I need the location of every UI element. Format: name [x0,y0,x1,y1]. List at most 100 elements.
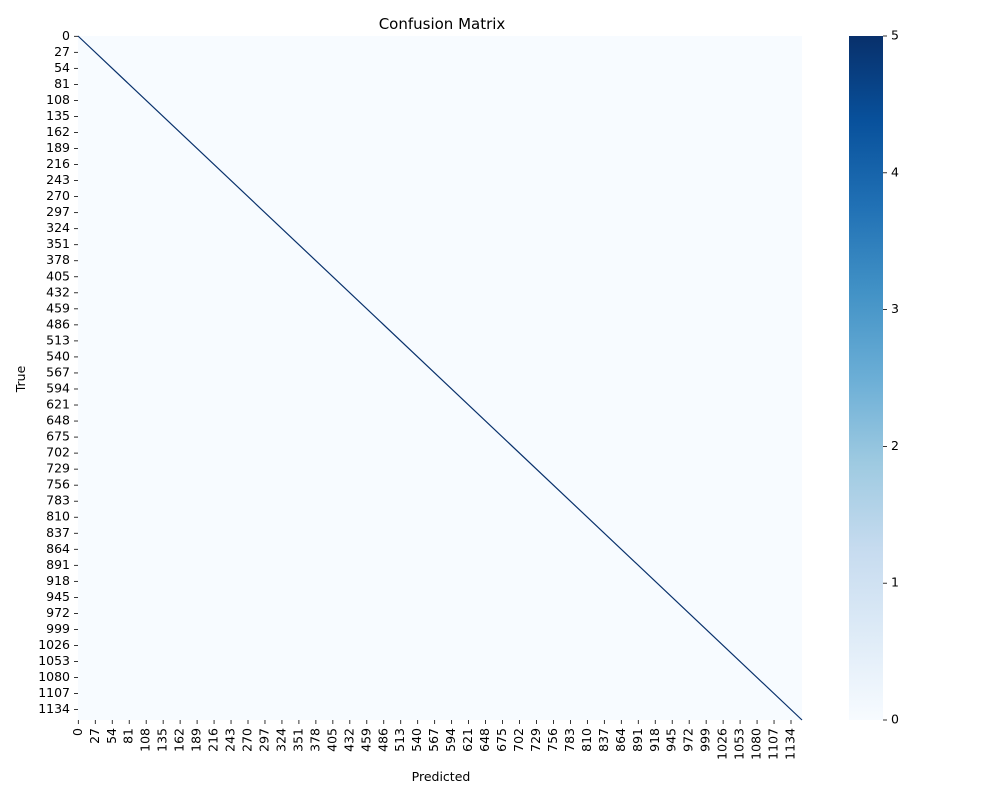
x-tick-label: 297 [256,728,271,752]
y-tick-label: 135 [46,108,70,123]
x-tick-label: 783 [562,728,577,752]
y-tick-label: 864 [46,541,70,556]
colorbar-tick-label: 3 [891,301,899,316]
colorbar-tick-label: 1 [891,575,899,590]
y-tick-label: 648 [46,413,70,428]
y-tick-label: 918 [46,573,70,588]
y-tick-label: 1134 [38,701,70,716]
x-tick-label: 162 [172,728,187,752]
y-tick-label: 486 [46,316,70,331]
colorbar-tick-label: 4 [891,164,899,179]
x-tick-label: 459 [358,728,373,752]
y-tick-label: 675 [46,429,70,444]
y-tick-label: 162 [46,124,70,139]
x-tick-label: 864 [613,728,628,752]
x-tick-label: 1053 [732,728,747,760]
x-tick-label: 999 [698,728,713,752]
colorbar-tick-label: 0 [891,712,899,727]
y-tick-label: 567 [46,364,70,379]
x-tick-label: 918 [647,728,662,752]
x-axis-ticks: 0 27 54 81 108 135 162 189 216 243 270 297 324 351 378… [70,720,798,760]
x-axis-label: Predicted [412,769,471,784]
y-tick-label: 243 [46,172,70,187]
x-tick-label: 513 [392,728,407,752]
y-tick-label: 270 [46,188,70,203]
x-tick-label: 702 [511,728,526,752]
y-tick-label: 432 [46,284,70,299]
y-tick-label: 459 [46,300,70,315]
y-tick-label: 54 [54,60,70,75]
y-tick-label: 324 [46,220,70,235]
x-tick-label: 1107 [766,728,781,760]
heatmap-diagonal [77,35,803,721]
x-tick-label: 729 [528,728,543,752]
y-tick-label: 729 [46,461,70,476]
chart-title: Confusion Matrix [379,15,506,33]
y-tick-label: 594 [46,380,70,395]
x-tick-label: 0 [70,728,85,736]
y-tick-label: 891 [46,557,70,572]
y-tick-label: 972 [46,605,70,620]
x-tick-label: 324 [273,728,288,752]
x-tick-label: 135 [155,728,170,752]
y-tick-label: 1026 [38,637,70,652]
y-tick-label: 810 [46,509,70,524]
y-tick-label: 621 [46,397,70,412]
y-tick-label: 297 [46,204,70,219]
x-tick-label: 756 [545,728,560,752]
x-tick-label: 1134 [783,728,798,760]
x-tick-label: 594 [443,728,458,752]
y-tick-label: 513 [46,332,70,347]
x-tick-label: 270 [240,728,255,752]
y-tick-label: 837 [46,525,70,540]
y-tick-label: 189 [46,140,70,155]
y-tick-label: 1080 [38,669,70,684]
x-tick-label: 432 [341,728,356,752]
y-tick-label: 945 [46,589,70,604]
y-tick-label: 27 [54,44,70,59]
x-tick-label: 189 [189,728,204,752]
x-tick-label: 405 [324,728,339,752]
y-tick-label: 1053 [38,653,70,668]
colorbar [849,36,883,720]
colorbar-tick-label: 2 [891,438,899,453]
x-tick-label: 351 [290,728,305,752]
y-tick-label: 756 [46,477,70,492]
y-tick-label: 702 [46,445,70,460]
x-tick-label: 81 [121,728,136,744]
x-tick-label: 378 [307,728,322,752]
x-tick-label: 837 [596,728,611,752]
x-tick-label: 540 [409,728,424,752]
colorbar-ticks: 0 1 2 3 4 5 [883,28,899,727]
x-tick-label: 243 [223,728,238,752]
x-tick-label: 54 [104,728,119,744]
y-axis-ticks: 0275481108135162189216243270297324351378… [38,28,78,716]
x-tick-label: 27 [87,728,102,744]
y-tick-label: 1107 [38,685,70,700]
x-tick-label: 486 [375,728,390,752]
x-tick-label: 621 [460,728,475,752]
y-tick-label: 108 [46,92,70,107]
x-tick-label: 675 [494,728,509,752]
colorbar-tick-label: 5 [891,28,899,43]
y-tick-label: 999 [46,621,70,636]
y-tick-label: 81 [54,76,70,91]
x-tick-label: 891 [630,728,645,752]
y-tick-label: 351 [46,236,70,251]
x-tick-label: 108 [138,728,153,752]
y-tick-label: 0 [62,28,70,43]
y-tick-label: 378 [46,252,70,267]
x-tick-label: 1080 [749,728,764,760]
x-tick-label: 216 [206,728,221,752]
x-tick-label: 1026 [715,728,730,760]
x-tick-label: 972 [681,728,696,752]
x-tick-label: 648 [477,728,492,752]
y-tick-label: 540 [46,348,70,363]
x-tick-label: 945 [664,728,679,752]
y-tick-label: 783 [46,493,70,508]
x-tick-label: 567 [426,728,441,752]
y-axis-label: True [13,365,28,393]
y-tick-label: 216 [46,156,70,171]
x-tick-label: 810 [579,728,594,752]
